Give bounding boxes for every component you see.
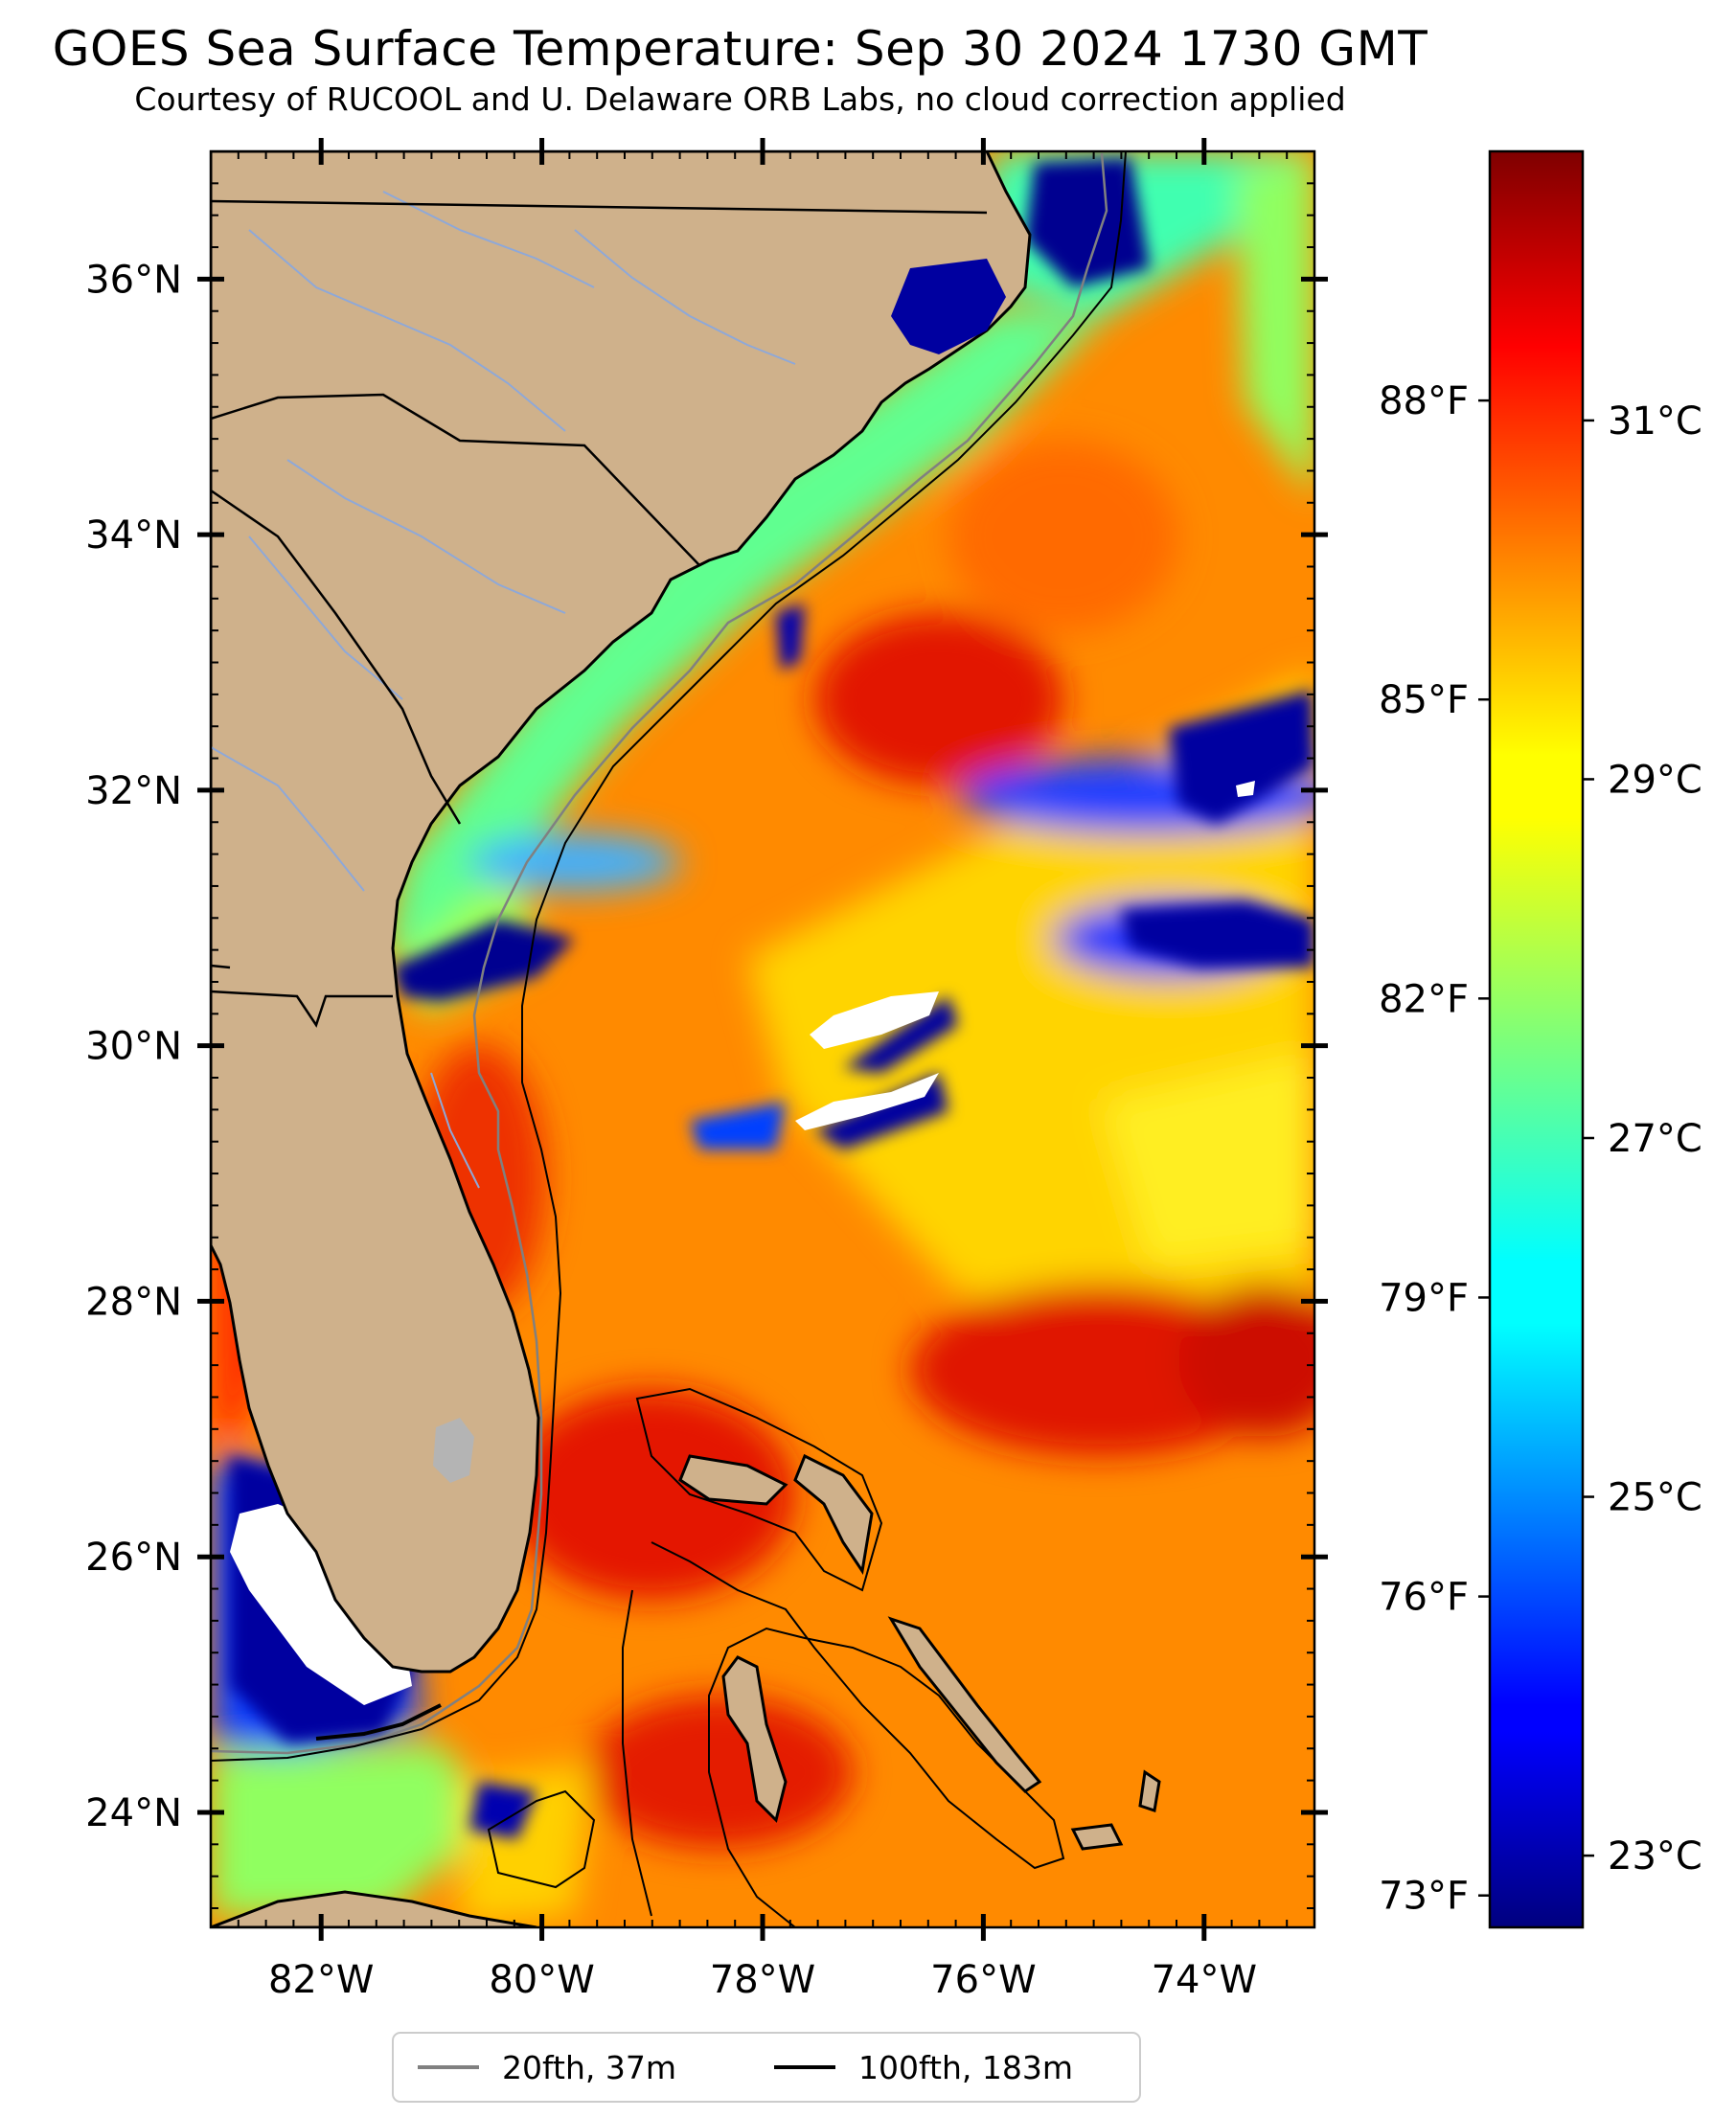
colorbar-celsius-label: 31°C — [1608, 399, 1702, 444]
state-border-nc-sc — [211, 393, 700, 566]
lat-tick-label: 26°N — [85, 1536, 182, 1580]
lat-tick-label: 36°N — [85, 258, 182, 302]
map-frame: 82°W 80°W 78°W 76°W 74°W 24°N 26°N 28°N 30°N 32°… — [85, 138, 1328, 2002]
legend-label-100fth: 100fth, 183m — [858, 2049, 1073, 2086]
contour-legend: 20fth, 37m 100fth, 183m — [392, 2032, 1141, 2103]
land-areas — [211, 151, 1161, 1927]
contour-20fth — [211, 152, 1108, 1755]
lon-tick-label: 82°W — [268, 1958, 374, 2002]
colorbar-celsius-label: 27°C — [1608, 1117, 1702, 1161]
colorbar: 23°C 25°C 27°C 29°C 31°C 73°F 76°F 79°F 82°F 85°… — [1379, 149, 1702, 1929]
lon-tick-label: 76°W — [930, 1958, 1036, 2002]
lat-tick-label: 24°N — [85, 1791, 182, 1835]
land-abaco — [793, 1453, 874, 1575]
lat-tick-label: 34°N — [85, 513, 182, 558]
colorbar-fahrenheit-label: 88°F — [1379, 379, 1469, 423]
river-lines — [211, 191, 796, 1189]
lat-tick-label: 30°N — [85, 1025, 182, 1069]
state-border-ga-al — [211, 964, 231, 969]
colorbar-fahrenheit-label: 73°F — [1379, 1875, 1469, 1919]
lon-tick-label: 78°W — [710, 1958, 815, 2002]
lon-tick-label: 74°W — [1152, 1958, 1257, 2002]
contour-cuba-shelf — [487, 1789, 596, 1889]
colorbar-gradient — [1488, 149, 1585, 1929]
state-border-ga-fl — [211, 990, 393, 1028]
lon-ticks: 82°W 80°W 78°W 76°W 74°W — [210, 138, 1315, 2002]
colorbar-celsius-label: 29°C — [1608, 758, 1702, 802]
colorbar-fahrenheit-label: 85°F — [1379, 678, 1469, 722]
colorbar-fahrenheit-label: 82°F — [1379, 977, 1469, 1021]
map-subtitle: Courtesy of RUCOOL and U. Delaware ORB L… — [134, 80, 1346, 118]
contour-bahamas-little-bank — [635, 1387, 883, 1592]
legend-label-20fth: 20fth, 37m — [502, 2049, 676, 2086]
colorbar-celsius-label: 23°C — [1608, 1834, 1702, 1879]
colorbar-fahrenheit-ticks: 73°F 76°F 79°F 82°F 85°F 88°F — [1379, 379, 1490, 1919]
land-exuma — [1070, 1823, 1124, 1851]
land-cuba — [211, 1890, 537, 1927]
lat-tick-label: 28°N — [85, 1280, 182, 1324]
colorbar-fahrenheit-label: 76°F — [1379, 1576, 1469, 1620]
colorbar-celsius-label: 25°C — [1608, 1476, 1702, 1520]
contour-100fth — [211, 151, 1127, 1762]
land-florida-keys — [315, 1703, 442, 1741]
colorbar-celsius-ticks: 23°C 25°C 27°C 29°C 31°C — [1583, 399, 1702, 1879]
land-eleuthera — [887, 1616, 1042, 1793]
land-grand-bahama — [678, 1454, 788, 1506]
state-border-sc-ga — [211, 489, 462, 825]
pamlico-sound — [891, 259, 1006, 354]
sst-map — [211, 151, 1314, 1927]
land-andros — [721, 1655, 788, 1823]
lake-okeechobee — [433, 1418, 474, 1483]
depth-contours — [211, 151, 1127, 1927]
land-us-mainland — [211, 151, 1032, 1674]
lat-tick-label: 32°N — [85, 769, 182, 813]
borders-rivers — [211, 191, 988, 1189]
contour-bahamas-great-bank — [622, 1541, 1065, 1927]
state-border-va-nc — [211, 199, 988, 215]
lon-tick-label: 80°W — [489, 1958, 594, 2002]
map-title: GOES Sea Surface Temperature: Sep 30 202… — [52, 21, 1428, 77]
colorbar-fahrenheit-label: 79°F — [1379, 1276, 1469, 1320]
land-cat-island — [1138, 1769, 1161, 1812]
lat-ticks: 24°N 26°N 28°N 30°N 32°N 34°N 36°N — [85, 150, 1328, 1909]
